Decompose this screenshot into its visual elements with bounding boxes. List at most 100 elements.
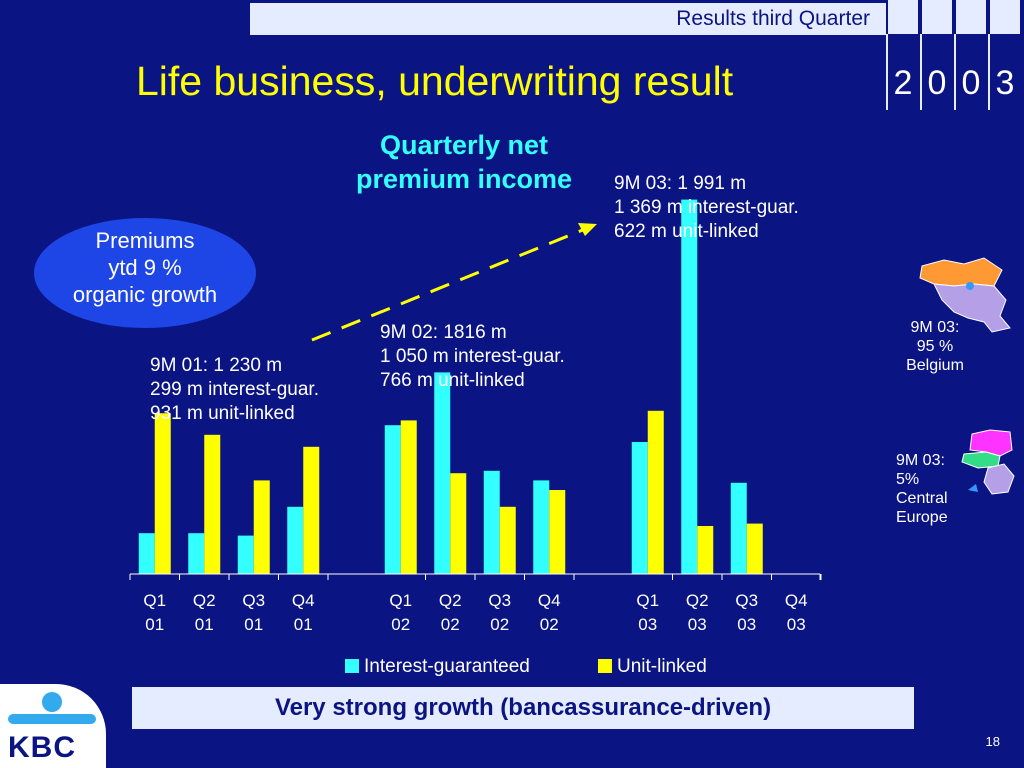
page-number: 18	[985, 734, 1000, 749]
central-europe-map-icon	[961, 429, 1015, 495]
chart-title: Quarterly net premium income	[330, 128, 598, 196]
bar-unit-linked	[400, 420, 417, 574]
header-banner: Results third Quarter	[250, 3, 886, 35]
bar-interest-guaranteed	[138, 533, 155, 574]
callout-line: organic growth	[72, 282, 218, 307]
x-tick-label: Q3	[488, 591, 511, 610]
bar-interest-guaranteed	[287, 506, 304, 574]
bar-unit-linked	[154, 413, 171, 574]
bar-interest-guaranteed	[681, 199, 698, 574]
x-tick-label: 03	[688, 615, 707, 634]
region-line: 5%	[896, 471, 920, 488]
legend-swatch-interest	[345, 659, 359, 673]
region-line: Europe	[896, 509, 948, 526]
bar-interest-guaranteed	[434, 372, 451, 574]
annotation-line: 299 m interest-guar.	[150, 379, 319, 400]
x-tick-label: Q1	[636, 591, 659, 610]
x-tick-label: Q3	[242, 591, 265, 610]
x-tick-label: Q4	[785, 591, 808, 610]
x-tick-label: Q1	[389, 591, 412, 610]
x-tick-label: 01	[145, 615, 164, 634]
year-column	[954, 0, 986, 110]
growth-callout	[34, 218, 256, 328]
annotation-9m02: 9M 02: 1816 m 1 050 m interest-guar. 766…	[380, 321, 565, 393]
year-badge: 2 0 0 3	[886, 0, 1024, 110]
region-line: 9M 03:	[896, 452, 945, 469]
x-tick-label: 03	[737, 615, 756, 634]
annotation-line: 9M 01: 1 230 m	[150, 355, 283, 376]
region-line: 9M 03:	[910, 319, 960, 336]
kbc-logo-text: KBC	[8, 731, 76, 764]
bar-interest-guaranteed	[483, 470, 500, 574]
kbc-logo-icon	[8, 692, 96, 724]
annotation-9m03: 9M 03: 1 991 m 1 369 m interest-guar. 62…	[614, 172, 799, 244]
growth-trend-line	[311, 225, 591, 342]
x-tick-label: 02	[441, 615, 460, 634]
annotation-line: 931 m unit-linked	[150, 403, 295, 424]
annotation-line: 622 m unit-linked	[614, 221, 759, 242]
bar-interest-guaranteed	[384, 425, 401, 574]
header-banner-text: Results third Quarter	[676, 7, 870, 30]
region-line: 95 %	[916, 338, 954, 355]
trend-arrowhead	[578, 223, 597, 236]
x-tick-label: 01	[244, 615, 263, 634]
belgium-label: 9M 03: 95 % Belgium	[896, 318, 974, 375]
annotation-line: 1 369 m interest-guar.	[614, 197, 799, 218]
year-column	[988, 0, 1020, 110]
bar-interest-guaranteed	[188, 533, 205, 574]
legend-label-unit: Unit-linked	[617, 656, 707, 677]
callout-line: ytd 9 %	[108, 255, 182, 280]
chart-title-line: Quarterly net	[379, 130, 549, 160]
x-tick-label: Q4	[292, 591, 315, 610]
x-axis-labels: Q1 01 Q2 01 Q3 01 Q4 01 Q1 02 Q2 02 Q3 02 Q4 02 Q1 03 Q2 03…	[143, 591, 807, 634]
year-digit: 2	[893, 64, 913, 102]
bar-unit-linked	[549, 490, 566, 574]
x-axis-ticks	[129, 574, 822, 580]
central-europe-label: 9M 03: 5% Central Europe	[896, 451, 948, 527]
year-column	[920, 0, 952, 110]
x-tick-label: Q2	[686, 591, 709, 610]
bar-unit-linked	[253, 480, 270, 574]
x-tick-label: 01	[195, 615, 214, 634]
annotation-line: 9M 02: 1816 m	[380, 322, 507, 343]
bar-interest-guaranteed	[533, 480, 550, 574]
annotation-line: 1 050 m interest-guar.	[380, 346, 565, 367]
region-line: Central	[896, 490, 948, 507]
bar-group	[138, 199, 763, 574]
bar-unit-linked	[204, 434, 221, 574]
x-tick-label: Q2	[439, 591, 462, 610]
footer-banner-text: Very strong growth (bancassurance-driven…	[274, 694, 772, 721]
bar-unit-linked	[746, 523, 763, 574]
year-digit: 0	[927, 64, 947, 102]
callout-line: Premiums	[95, 228, 195, 253]
bar-interest-guaranteed	[730, 482, 747, 574]
bar-unit-linked	[499, 506, 516, 574]
year-digit: 3	[995, 64, 1015, 102]
kbc-logo	[0, 684, 106, 768]
x-tick-label: Q4	[538, 591, 561, 610]
legend-label-interest: Interest-guaranteed	[364, 656, 530, 677]
x-tick-label: 02	[540, 615, 559, 634]
x-tick-label: Q2	[193, 591, 216, 610]
annotation-9m01: 9M 01: 1 230 m 299 m interest-guar. 931 …	[150, 354, 319, 426]
x-tick-label: 01	[294, 615, 313, 634]
x-tick-label: 02	[490, 615, 509, 634]
chart-title-line: premium income	[355, 164, 573, 194]
x-tick-label: 03	[638, 615, 657, 634]
x-tick-label: Q3	[735, 591, 758, 610]
bar-interest-guaranteed	[631, 442, 648, 574]
year-column	[886, 0, 918, 110]
page-title: Life business, underwriting result	[136, 58, 734, 104]
x-tick-label: 03	[787, 615, 806, 634]
x-tick-label: Q1	[143, 591, 166, 610]
bar-unit-linked	[303, 446, 320, 574]
x-tick-label: 02	[391, 615, 410, 634]
bar-unit-linked	[697, 526, 714, 574]
growth-callout-text: Premiums ytd 9 % organic growth	[34, 227, 256, 308]
year-digit: 0	[961, 64, 981, 102]
bar-unit-linked	[450, 473, 467, 574]
legend-swatch-unit	[598, 659, 612, 673]
bar-interest-guaranteed	[237, 535, 254, 574]
belgium-map-icon	[919, 257, 1011, 333]
